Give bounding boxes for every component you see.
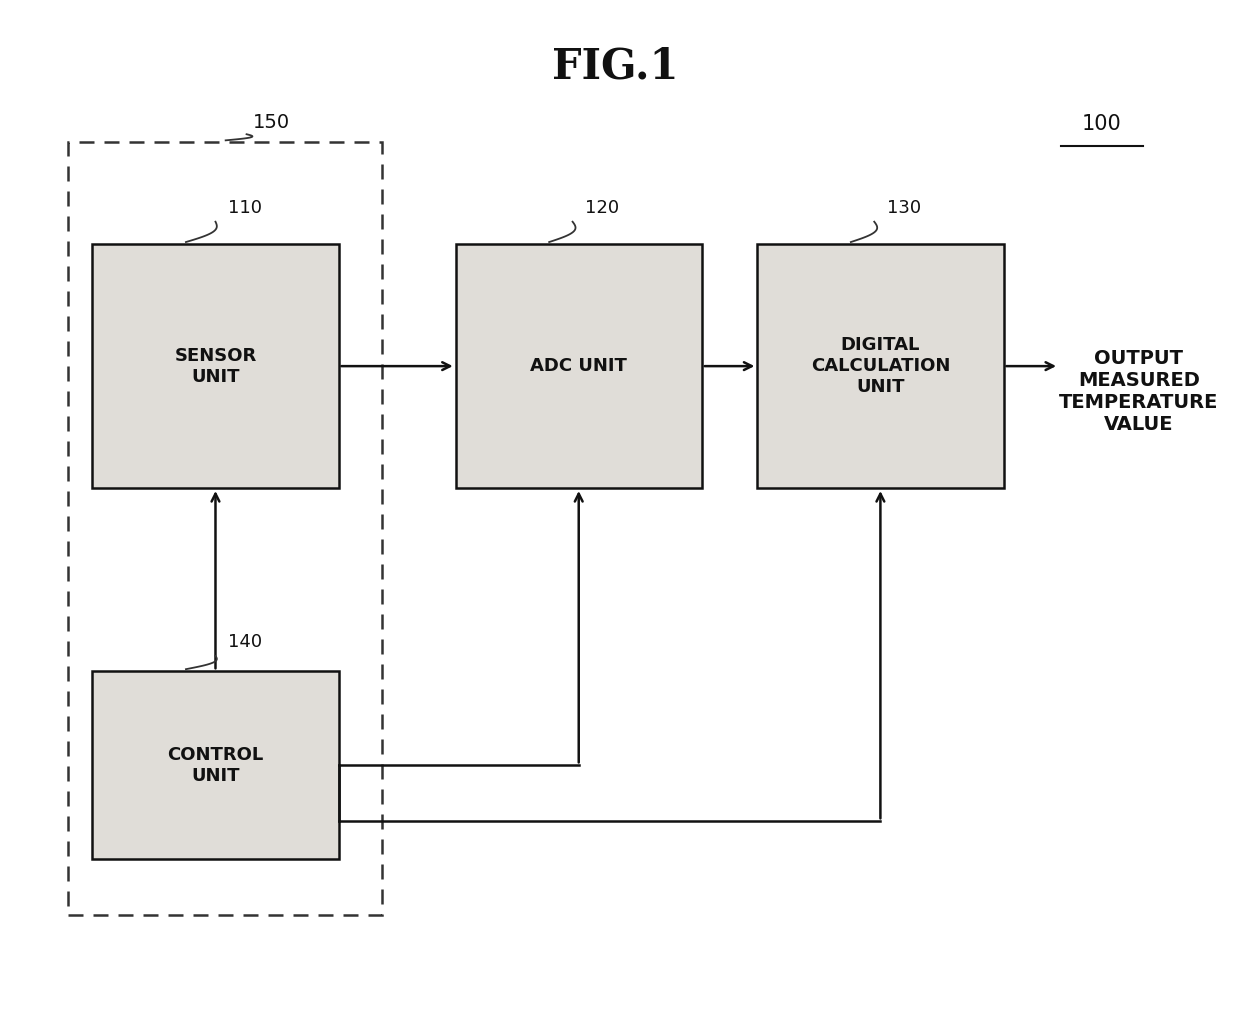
Text: CONTROL
UNIT: CONTROL UNIT xyxy=(167,745,264,785)
Text: ADC UNIT: ADC UNIT xyxy=(530,357,627,375)
Text: 120: 120 xyxy=(585,198,620,217)
Bar xyxy=(93,244,338,488)
Text: 130: 130 xyxy=(887,198,921,217)
Bar xyxy=(68,142,382,915)
Text: OUTPUT
MEASURED
TEMPERATURE
VALUE: OUTPUT MEASURED TEMPERATURE VALUE xyxy=(1059,349,1219,434)
Text: DIGITAL
CALCULATION
UNIT: DIGITAL CALCULATION UNIT xyxy=(810,337,950,396)
Text: 150: 150 xyxy=(253,113,290,132)
Text: 140: 140 xyxy=(228,633,261,651)
Text: 110: 110 xyxy=(228,198,261,217)
Text: SENSOR
UNIT: SENSOR UNIT xyxy=(175,347,256,385)
Text: FIG.1: FIG.1 xyxy=(553,45,679,87)
Bar xyxy=(93,671,338,859)
Text: 100: 100 xyxy=(1082,114,1123,134)
Bar xyxy=(757,244,1004,488)
Bar xyxy=(456,244,701,488)
